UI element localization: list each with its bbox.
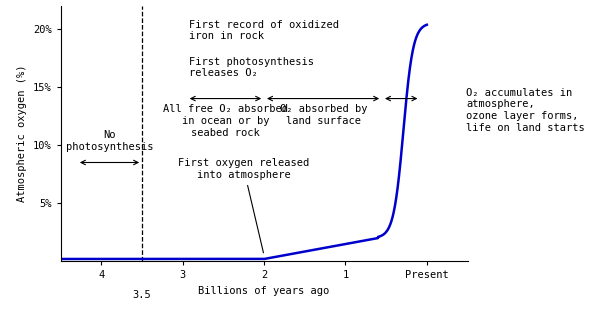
Text: O₂ accumulates in
atmosphere,
ozone layer forms,
life on land starts: O₂ accumulates in atmosphere, ozone laye… xyxy=(466,88,585,133)
Text: 3.5: 3.5 xyxy=(133,291,152,300)
X-axis label: Billions of years ago: Billions of years ago xyxy=(198,286,330,296)
Text: First photosynthesis
releases O₂: First photosynthesis releases O₂ xyxy=(189,57,314,78)
Text: All free O₂ absorbed
in ocean or by
seabed rock: All free O₂ absorbed in ocean or by seab… xyxy=(163,104,289,138)
Y-axis label: Atmospheric oxygen (%): Atmospheric oxygen (%) xyxy=(17,65,27,202)
Text: First oxygen released
into atmosphere: First oxygen released into atmosphere xyxy=(178,158,309,253)
Text: First record of oxidized
iron in rock: First record of oxidized iron in rock xyxy=(189,20,339,41)
Text: No
photosynthesis: No photosynthesis xyxy=(65,130,153,152)
Text: O₂ absorbed by
land surface: O₂ absorbed by land surface xyxy=(280,104,367,126)
